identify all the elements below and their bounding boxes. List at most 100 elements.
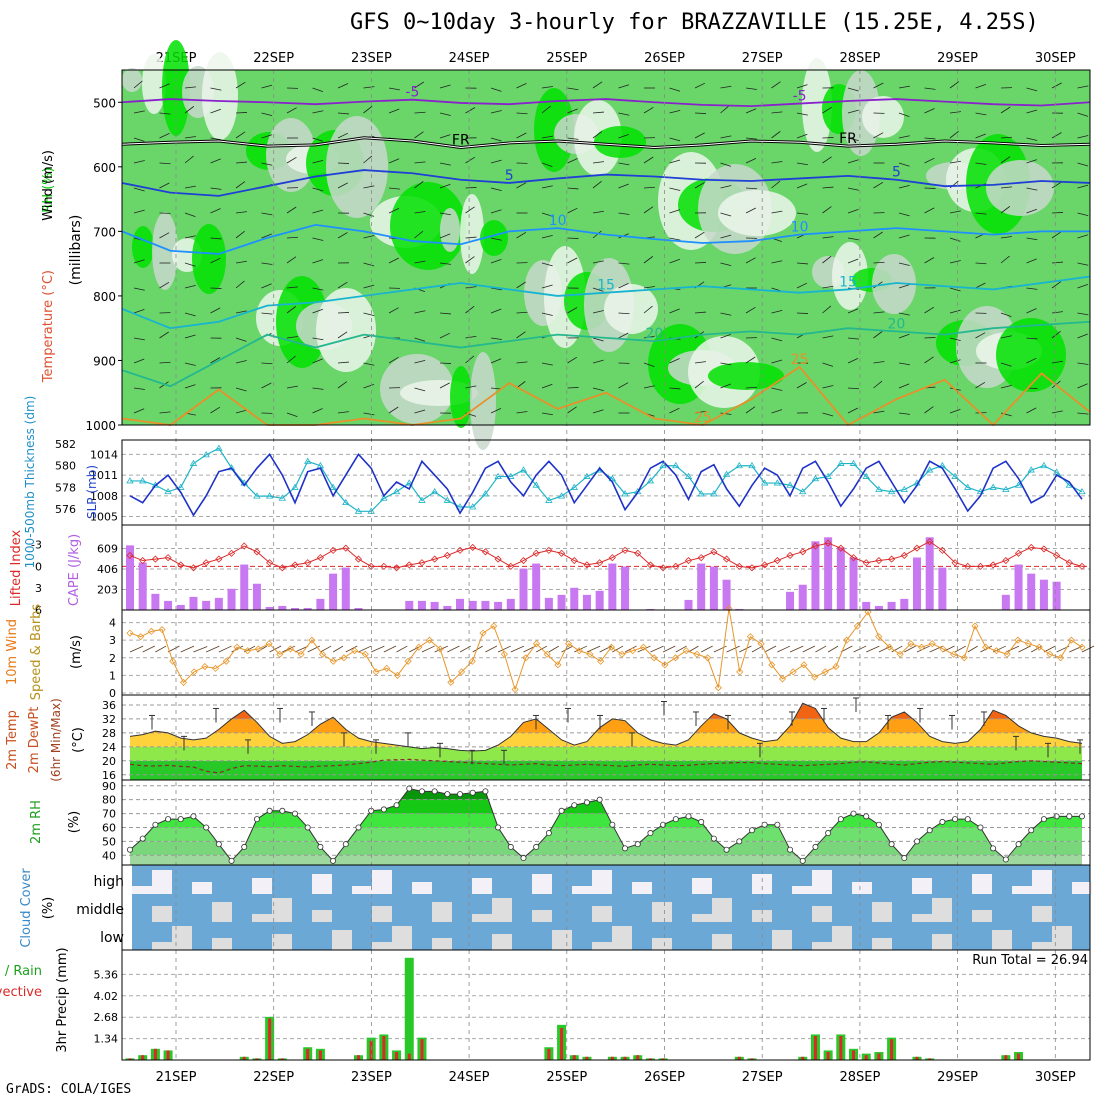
thickness-point — [215, 444, 223, 451]
wind-barb — [720, 105, 730, 114]
cloud-cell — [272, 898, 292, 922]
rh-point — [380, 806, 387, 813]
wind-barb — [516, 82, 527, 89]
date-label-bottom: 26SEP — [644, 1070, 685, 1085]
lifted-index-point — [849, 554, 858, 562]
thickness-point — [1002, 485, 1010, 492]
wind-barb — [414, 310, 426, 314]
wind-barb — [643, 335, 655, 339]
surface-wind-barb — [447, 645, 460, 653]
wind-barb — [1051, 212, 1064, 214]
wind-barb — [720, 262, 732, 267]
pressure-tick-label: 900 — [93, 354, 116, 368]
surface-wind-barb — [256, 645, 268, 653]
cloud-cell — [492, 898, 512, 922]
wind-barb — [261, 362, 273, 365]
precip-convective-bar — [572, 1055, 576, 1060]
rh-point — [698, 818, 705, 825]
wind-barb — [1026, 159, 1038, 164]
cape-bar — [316, 598, 325, 610]
lifted-index-point — [773, 556, 781, 565]
wind-speed-point — [479, 629, 487, 637]
wind-tick-label: 0 — [109, 687, 116, 700]
wind-barb — [159, 182, 170, 189]
wind-barb — [541, 234, 553, 239]
cape-bar — [354, 607, 363, 610]
date-label-top: 27SEP — [742, 51, 783, 66]
wind-barb — [541, 86, 553, 89]
surface-wind-barb — [244, 645, 256, 653]
date-label-bottom: 24SEP — [449, 1070, 490, 1085]
precip-convective-bar — [864, 1055, 868, 1060]
cloud-cell — [832, 926, 852, 950]
precip-convective-bar — [369, 1040, 373, 1060]
run-total-label: Run Total = 26.94 — [972, 953, 1088, 968]
wind-barb — [210, 406, 221, 414]
rh-point — [875, 821, 882, 828]
wind-barb — [541, 412, 553, 416]
wind-barb — [490, 110, 502, 114]
temp-band — [130, 704, 1082, 719]
wind-barb — [439, 84, 451, 89]
thickness-point — [291, 483, 299, 490]
thickness-point — [253, 492, 261, 499]
wind-barb — [924, 137, 936, 140]
wind-barb — [465, 236, 477, 239]
wind-barb — [924, 87, 936, 90]
wind-barb — [873, 181, 884, 189]
thickness-point — [799, 487, 807, 495]
wind-barb — [873, 82, 884, 89]
wind-barb — [567, 237, 579, 239]
wind-barb — [745, 187, 758, 190]
temp-band — [130, 703, 1082, 705]
wind-barb — [312, 159, 324, 164]
lifted-index-point — [507, 562, 515, 570]
wind-speed-point — [939, 645, 947, 653]
surface-wind-barb — [586, 645, 601, 653]
wind-barb — [592, 161, 604, 164]
rh-point — [177, 816, 184, 823]
cloud-cell — [392, 926, 412, 950]
rh-line — [129, 788, 1082, 862]
wind-speed-point — [821, 668, 829, 676]
precip-convective-bar — [166, 1050, 170, 1060]
surface-wind-barb — [548, 645, 559, 653]
wind-barb — [771, 337, 783, 342]
cloud-cell — [252, 878, 272, 894]
wind-barb — [337, 411, 349, 414]
date-label-bottom: 21SEP — [156, 1070, 197, 1085]
rh-point — [647, 830, 654, 837]
wind-barb — [184, 334, 196, 339]
wind-barb — [184, 235, 196, 239]
thickness-axis-title: 1000-500mb Thickness (dm) — [23, 396, 37, 569]
wind-barb — [745, 386, 758, 389]
precip-convective-bar — [826, 1052, 830, 1060]
surface-wind-barb — [954, 645, 966, 653]
wind-barb — [414, 387, 426, 392]
wind-barb — [822, 206, 832, 214]
wind-barb — [567, 158, 578, 164]
lifted-index-point — [583, 561, 591, 569]
wind-speed-point — [896, 650, 904, 658]
lifted-index-point — [989, 561, 997, 569]
cape-bar — [595, 590, 604, 610]
wind-barb — [235, 131, 246, 139]
cloud-cell — [1012, 886, 1032, 894]
wind-barb — [1077, 412, 1089, 415]
wind-barb — [133, 110, 145, 114]
rh-legend-label: RH (%) — [41, 167, 56, 212]
thickness-point — [494, 472, 502, 479]
wind-barb — [490, 87, 502, 92]
wind-barb — [1051, 410, 1063, 414]
precip-convective-bar — [318, 1050, 322, 1060]
rh-point — [863, 813, 870, 820]
precip-convective-bar — [890, 1039, 894, 1060]
precip-convective-bar — [306, 1048, 310, 1060]
cape-bar — [849, 557, 858, 610]
cape-bar — [1014, 564, 1023, 610]
wind-barb — [490, 237, 502, 241]
rh-point — [571, 802, 578, 809]
wind-barb — [159, 83, 170, 89]
wind-barb — [388, 406, 399, 414]
wind-barb — [618, 134, 630, 139]
